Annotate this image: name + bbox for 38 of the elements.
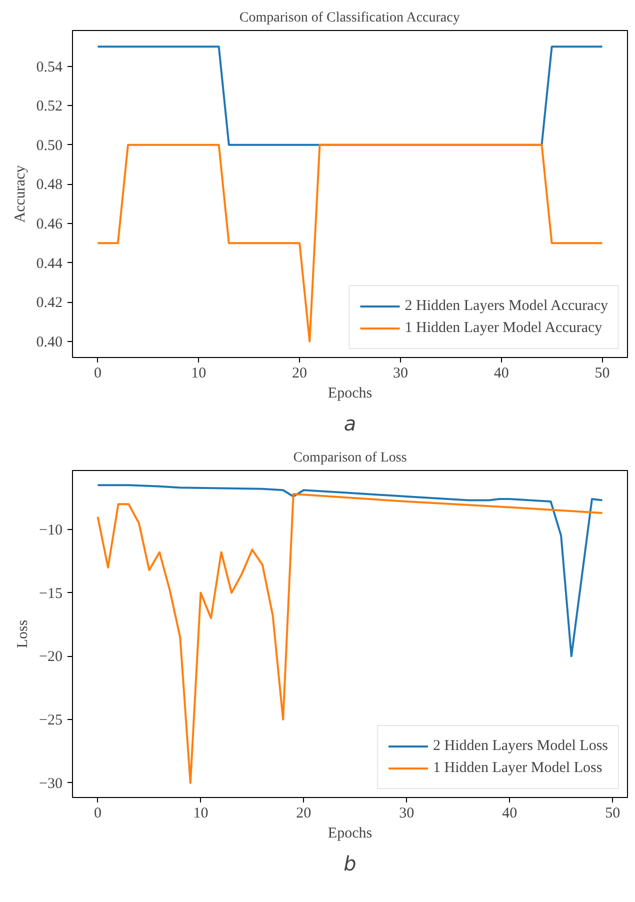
y-axis-title: Accuracy	[12, 164, 28, 223]
x-tick-label: 40	[502, 806, 518, 822]
x-tick-label: 10	[191, 366, 206, 382]
y-tick-label: 0.46	[36, 216, 63, 232]
legend-label: 2 Hidden Layers Model Accuracy	[404, 298, 608, 314]
x-tick-label: 0	[94, 366, 102, 382]
y-tick-label: −25	[39, 712, 63, 729]
x-tick-label: 20	[292, 366, 308, 382]
y-tick-label: 0.42	[36, 295, 62, 312]
y-tick-label: 0.50	[36, 138, 62, 154]
x-tick-label: 50	[594, 366, 610, 382]
legend-label: 1 Hidden Layer Model Loss	[433, 760, 602, 776]
y-tick-label: −15	[39, 586, 63, 602]
legend-label: 1 Hidden Layer Model Accuracy	[404, 320, 602, 336]
x-tick-label: 0	[94, 806, 102, 822]
text: a	[344, 412, 356, 436]
y-tick-label: 0.44	[36, 256, 63, 272]
chart-title: Comparison of Classification Accuracy	[239, 10, 460, 26]
x-tick-label: 30	[399, 806, 414, 822]
text: b	[344, 852, 356, 876]
x-tick-label: 50	[605, 806, 620, 822]
y-tick-label: 0.40	[36, 334, 62, 350]
chart-title: Comparison of Loss	[293, 450, 407, 466]
y-tick-label: 0.48	[36, 177, 62, 194]
y-tick-label: 0.54	[36, 59, 63, 76]
y-tick-label: −30	[39, 776, 63, 792]
line-series	[96, 484, 604, 658]
y-tick-label: 0.52	[36, 98, 62, 115]
x-tick-label: 20	[296, 806, 312, 822]
legend-label: 2 Hidden Layers Model Loss	[433, 738, 608, 754]
x-tick-label: 10	[193, 806, 208, 822]
x-axis-title: Epochs	[328, 386, 372, 402]
x-tick-label: 40	[494, 366, 509, 382]
x-axis-title: Epochs	[328, 826, 372, 842]
y-tick-label: −10	[39, 522, 63, 538]
y-tick-label: −20	[39, 649, 63, 666]
x-tick-label: 30	[392, 366, 408, 382]
y-axis-title: Loss	[15, 620, 32, 648]
